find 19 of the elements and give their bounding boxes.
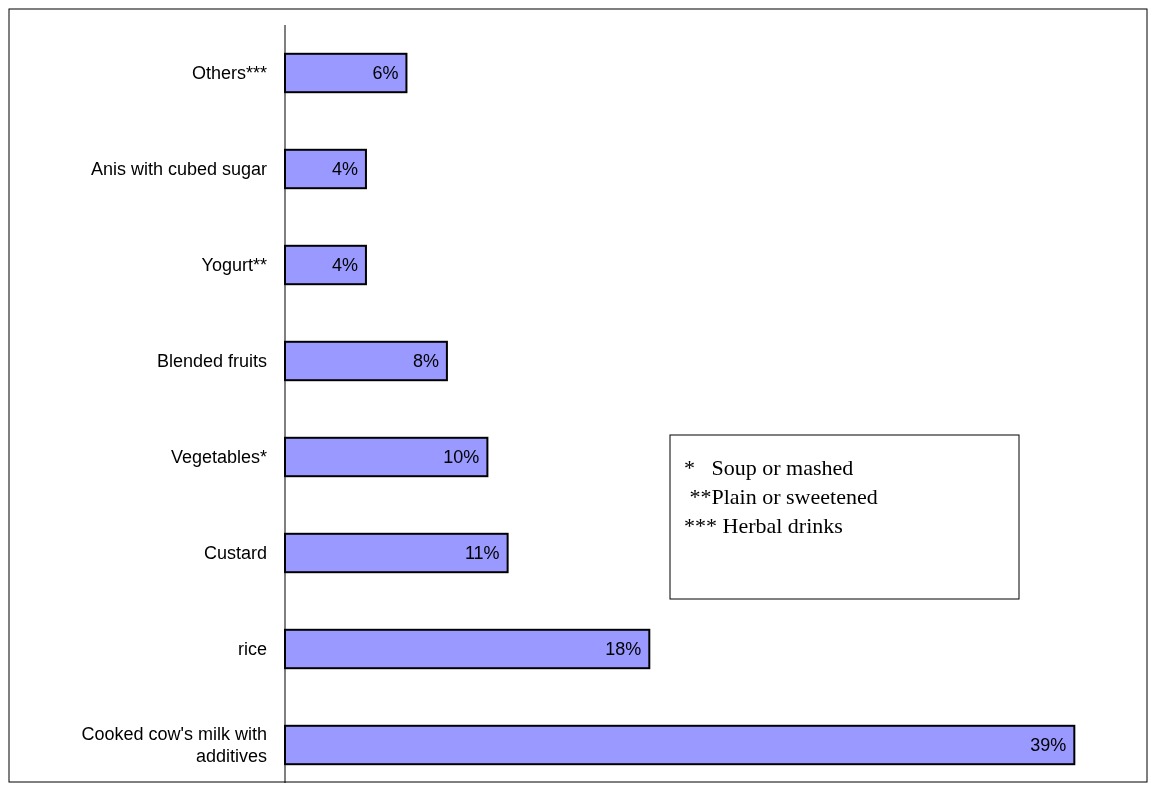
data-label: 6%: [372, 63, 399, 83]
data-label: 11%: [464, 543, 500, 563]
y-tick-label: Custard: [203, 543, 267, 563]
data-label: 39%: [1030, 735, 1067, 755]
annotation: *** Herbal drinks: [684, 513, 843, 538]
y-tick-label: Vegetables*: [170, 447, 267, 467]
data-label: 10%: [443, 447, 480, 467]
y-tick-label: Others***: [191, 63, 267, 83]
data-label: 18%: [605, 639, 642, 659]
data-label: 4%: [331, 159, 358, 179]
annotation: * Soup or mashed: [684, 455, 854, 480]
y-tick-label: Blended fruits: [156, 351, 267, 371]
data-label: 8%: [412, 351, 439, 371]
y-tick-label: rice: [237, 639, 267, 659]
y-tick-label: Anis with cubed sugar: [90, 159, 267, 179]
y-tick-label: Cooked cow's milk with additives: [81, 724, 267, 766]
annotation: **Plain or sweetened: [684, 484, 878, 509]
data-label: 4%: [331, 255, 358, 275]
y-tick-label: Yogurt**: [201, 255, 267, 275]
